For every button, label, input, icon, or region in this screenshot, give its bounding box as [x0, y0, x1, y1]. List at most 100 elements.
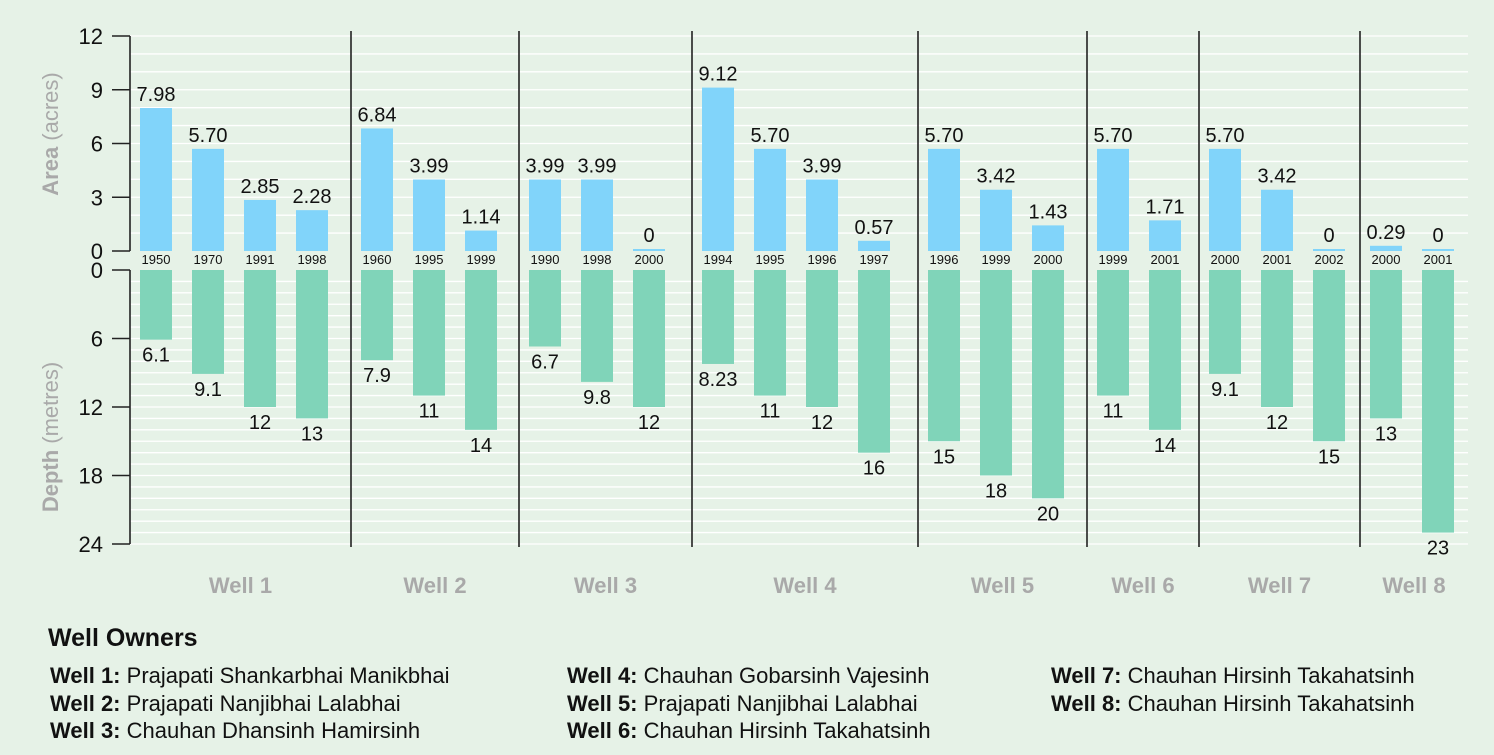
area-bar [244, 199, 276, 251]
area-value-label: 5.70 [1206, 125, 1245, 147]
year-label: 1990 [531, 252, 560, 267]
depth-bar [192, 270, 224, 374]
depth-bar [702, 270, 734, 364]
area-tick-label: 0 [91, 239, 103, 264]
well-area-depth-chart: 0 3 6 9 12 0 6 12 18 24 Area (acres) Depth (metres)… [38, 24, 1468, 598]
depth-bar [581, 270, 613, 382]
area-bar [140, 108, 172, 252]
area-bar [858, 240, 890, 251]
owners-column-3: Well 7: Chauhan Hirsinh Takahatsinh Well… [1051, 662, 1415, 717]
depth-value-label: 15 [1318, 446, 1340, 468]
depth-bar [858, 270, 890, 453]
owners-column-1: Well 1: Prajapati Shankarbhai Manikbhai … [50, 662, 450, 745]
year-label: 1995 [756, 252, 785, 267]
area-bar [1370, 245, 1402, 251]
depth-value-label: 6.7 [531, 351, 559, 373]
depth-bar [928, 270, 960, 442]
area-bar [702, 87, 734, 251]
area-tick-label: 12 [79, 24, 103, 49]
depth-value-label: 14 [1154, 435, 1176, 457]
owner-label: Well 3: [50, 718, 121, 743]
year-label: 2000 [1034, 252, 1063, 267]
area-bar [1261, 189, 1293, 251]
area-value-label: 5.70 [751, 125, 790, 147]
year-label: 1996 [808, 252, 837, 267]
year-label: 1998 [583, 252, 612, 267]
depth-axis-title-unit: (metres) [38, 362, 63, 450]
depth-bar [361, 270, 393, 361]
year-label: 1997 [860, 252, 889, 267]
depth-tick-label: 6 [91, 327, 103, 352]
year-label: 1994 [704, 252, 733, 267]
year-label: 2001 [1263, 252, 1292, 267]
depth-bar [754, 270, 786, 396]
area-value-label: 5.70 [1094, 125, 1133, 147]
depth-bar [980, 270, 1012, 476]
well-name-label: Well 5 [971, 573, 1034, 598]
year-label: 1995 [415, 252, 444, 267]
area-value-label: 3.99 [410, 156, 449, 178]
area-value-label: 6.84 [358, 104, 397, 126]
depth-bar [1097, 270, 1129, 396]
depth-value-label: 6.1 [142, 345, 170, 367]
owner-row-well-5: Well 5: Prajapati Nanjibhai Lalabhai [567, 690, 931, 718]
depth-tick-label: 18 [79, 464, 103, 489]
owner-name: Chauhan Hirsinh Takahatsinh [643, 718, 931, 743]
depth-axis-title: Depth (metres) [38, 362, 63, 512]
area-bar [581, 179, 613, 251]
depth-value-label: 9.1 [194, 379, 222, 401]
area-value-label: 3.99 [803, 156, 842, 178]
depth-bar [1370, 270, 1402, 419]
area-bar [633, 249, 665, 251]
owner-label: Well 4: [567, 663, 638, 688]
year-label: 1999 [982, 252, 1011, 267]
area-bar [1097, 148, 1129, 251]
depth-bar [1149, 270, 1181, 430]
depth-bar [1032, 270, 1064, 499]
owner-name: Chauhan Gobarsinh Vajesinh [643, 663, 930, 688]
depth-value-label: 11 [1103, 401, 1124, 423]
well-name-label: Well 6 [1111, 573, 1174, 598]
depth-bar [529, 270, 561, 347]
area-bar [806, 179, 838, 251]
area-bar [1149, 220, 1181, 251]
owner-name: Prajapati Nanjibhai Lalabhai [643, 690, 918, 716]
depth-bar [465, 270, 497, 430]
area-value-label: 3.42 [977, 166, 1016, 188]
owner-label: Well 8: [1051, 690, 1122, 716]
owner-row-well-4: Well 4: Chauhan Gobarsinh Vajesinh [567, 662, 931, 690]
depth-value-label: 8.23 [699, 369, 738, 391]
depth-value-label: 20 [1037, 503, 1059, 525]
owner-name: Chauhan Hirsinh Takahatsinh [1127, 663, 1415, 688]
depth-value-label: 9.1 [1211, 379, 1239, 401]
owner-label: Well 7: [1051, 663, 1122, 688]
owner-name: Chauhan Dhansinh Hamirsinh [126, 718, 421, 743]
depth-bar [1209, 270, 1241, 374]
depth-value-label: 9.8 [583, 387, 611, 409]
area-bar [413, 179, 445, 251]
area-axis-title: Area (acres) [38, 72, 63, 195]
area-bar [1422, 249, 1454, 251]
area-bar [529, 179, 561, 251]
owners-title: Well Owners [48, 624, 198, 652]
well-name-label: Well 7 [1248, 573, 1311, 598]
area-value-label: 2.28 [293, 186, 332, 208]
area-bar [1313, 249, 1345, 251]
owner-row-well-3: Well 3: Chauhan Dhansinh Hamirsinh [50, 717, 450, 745]
depth-bar [1422, 270, 1454, 533]
year-label: 2000 [635, 252, 664, 267]
year-label: 2002 [1315, 252, 1344, 267]
year-label: 2000 [1211, 252, 1240, 267]
area-tick-label: 3 [91, 185, 103, 210]
area-bar [361, 128, 393, 251]
area-tick-label: 9 [91, 78, 103, 103]
area-bar [296, 210, 328, 251]
depth-bar [633, 270, 665, 407]
area-value-label: 9.12 [699, 64, 738, 86]
depth-tick-label: 0 [91, 258, 103, 283]
area-value-label: 7.98 [137, 84, 176, 106]
area-value-label: 0 [1323, 225, 1334, 247]
depth-bar [413, 270, 445, 396]
area-value-label: 2.85 [241, 176, 280, 198]
year-label: 1950 [142, 252, 171, 267]
